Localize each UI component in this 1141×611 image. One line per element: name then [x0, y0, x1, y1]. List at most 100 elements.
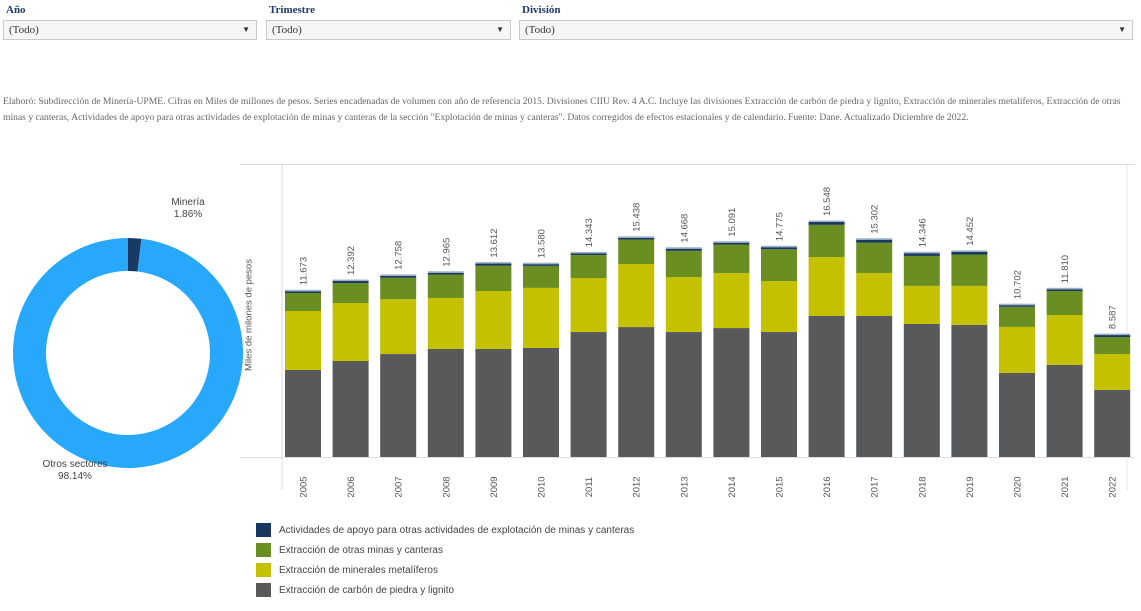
bar-segment-metaliferos-2014[interactable]	[713, 273, 750, 329]
bar-segment-apoyo-2010[interactable]	[523, 264, 559, 266]
x-tick-label-2010: 2010	[537, 476, 548, 497]
bar-segment-apoyo-2005[interactable]	[285, 291, 321, 293]
bar-segment-metaliferos-2020[interactable]	[999, 326, 1035, 373]
legend-item-otras-minas[interactable]: Extracción de otras minas y canteras	[256, 540, 634, 560]
legend-item-carbon[interactable]: Extracción de carbón de piedra y lignito	[256, 580, 634, 600]
bar-segment-otras-minas-2011[interactable]	[570, 255, 607, 279]
filter-year-select[interactable]: (Todo) ▼	[3, 20, 257, 40]
bar-segment-carbon-2015[interactable]	[761, 332, 797, 457]
bar-segment-apoyo-2022[interactable]	[1094, 335, 1131, 338]
bar-segment-carbon-2008[interactable]	[427, 348, 464, 457]
bar-segment-carbon-2011[interactable]	[570, 332, 607, 457]
bar-segment-metaliferos-2008[interactable]	[427, 297, 464, 349]
bar-total-label-2020: 10.702	[1013, 270, 1024, 299]
bar-total-label-2011: 14.343	[584, 218, 595, 247]
bar-segment-otras-minas-2019[interactable]	[951, 254, 988, 286]
bar-segment-otras-minas-2010[interactable]	[523, 265, 559, 288]
bar-segment-otras-minas-2012[interactable]	[618, 239, 655, 265]
bar-segment-carbon-2019[interactable]	[951, 324, 988, 457]
x-tick-label-2012: 2012	[632, 476, 643, 497]
donut-slice-otros[interactable]	[13, 238, 244, 468]
bar-segment-metaliferos-2012[interactable]	[618, 264, 655, 328]
bar-segment-carbon-2020[interactable]	[999, 372, 1035, 457]
bar-segment-carbon-2005[interactable]	[285, 369, 321, 457]
bar-segment-apoyo-2015[interactable]	[761, 247, 797, 250]
chevron-down-icon: ▼	[496, 25, 504, 34]
bar-segment-carbon-2014[interactable]	[713, 328, 750, 457]
bar-segment-otras-minas-2007[interactable]	[380, 277, 417, 300]
bar-segment-apoyo-2012[interactable]	[618, 237, 655, 240]
bar-segment-otras-minas-2006[interactable]	[332, 283, 369, 304]
bar-segment-apoyo-2013[interactable]	[665, 248, 702, 251]
bar-segment-apoyo-2006[interactable]	[332, 281, 369, 284]
bar-total-label-2021: 11.810	[1060, 255, 1071, 283]
filter-division-select[interactable]: (Todo) ▼	[519, 20, 1133, 40]
bar-segment-apoyo-2007[interactable]	[380, 275, 417, 278]
bar-segment-carbon-2021[interactable]	[1046, 364, 1083, 457]
bar-segment-carbon-2016[interactable]	[808, 315, 845, 457]
bar-segment-otras-minas-2013[interactable]	[665, 250, 702, 278]
bar-segment-apoyo-2018[interactable]	[903, 253, 940, 256]
bar-segment-carbon-2010[interactable]	[523, 347, 559, 457]
bar-segment-metaliferos-2016[interactable]	[808, 257, 845, 316]
bar-segment-carbon-2013[interactable]	[665, 332, 702, 457]
bar-segment-metaliferos-2013[interactable]	[665, 277, 702, 333]
x-tick-label-2006: 2006	[346, 476, 357, 497]
bar-segment-carbon-2012[interactable]	[618, 327, 655, 457]
bar-segment-otras-minas-2022[interactable]	[1094, 337, 1131, 355]
bar-segment-metaliferos-2019[interactable]	[951, 285, 988, 325]
legend-label: Extracción de carbón de piedra y lignito	[279, 584, 455, 596]
bar-segment-apoyo-2019[interactable]	[951, 251, 988, 255]
donut-label-mineria: Minería 1.86%	[160, 197, 216, 221]
bar-total-label-2013: 14.668	[679, 214, 690, 243]
bar-segment-otras-minas-2005[interactable]	[285, 292, 321, 312]
legend-item-apoyo[interactable]: Actividades de apoyo para otras activida…	[256, 520, 634, 540]
x-tick-label-2007: 2007	[394, 476, 405, 497]
filter-quarter-select[interactable]: (Todo) ▼	[266, 20, 511, 40]
bar-segment-otras-minas-2014[interactable]	[713, 244, 750, 274]
bar-segment-apoyo-2011[interactable]	[570, 253, 607, 256]
bar-segment-otras-minas-2016[interactable]	[808, 224, 845, 258]
bar-segment-apoyo-2008[interactable]	[427, 272, 464, 275]
donut-slice-mineria[interactable]	[128, 238, 142, 272]
bar-segment-metaliferos-2006[interactable]	[332, 303, 369, 362]
bar-segment-metaliferos-2007[interactable]	[380, 299, 417, 355]
bar-segment-otras-minas-2015[interactable]	[761, 249, 797, 282]
bar-segment-apoyo-2014[interactable]	[713, 242, 750, 245]
bar-segment-carbon-2022[interactable]	[1094, 389, 1131, 457]
bar-segment-metaliferos-2022[interactable]	[1094, 354, 1131, 390]
bar-segment-otras-minas-2018[interactable]	[903, 255, 940, 286]
bar-segment-otras-minas-2017[interactable]	[856, 242, 893, 273]
bar-segment-otras-minas-2020[interactable]	[999, 306, 1035, 327]
x-tick-label-2005: 2005	[299, 476, 310, 497]
donut-label-otros-value: 98.14%	[58, 471, 92, 482]
bar-segment-apoyo-2021[interactable]	[1046, 289, 1083, 292]
bar-segment-metaliferos-2021[interactable]	[1046, 315, 1083, 365]
x-tick-label-2015: 2015	[775, 476, 786, 497]
bar-segment-metaliferos-2011[interactable]	[570, 278, 607, 333]
bar-segment-metaliferos-2017[interactable]	[856, 272, 893, 316]
bar-segment-carbon-2006[interactable]	[332, 361, 369, 457]
bar-segment-apoyo-2016[interactable]	[808, 222, 845, 225]
bar-segment-apoyo-2017[interactable]	[856, 239, 893, 243]
bar-segment-apoyo-2020[interactable]	[999, 305, 1035, 307]
bar-segment-metaliferos-2009[interactable]	[475, 291, 512, 349]
bar-segment-carbon-2009[interactable]	[475, 348, 512, 457]
bar-segment-apoyo-2009[interactable]	[475, 263, 512, 266]
bar-segment-metaliferos-2018[interactable]	[903, 285, 940, 324]
bar-segment-otras-minas-2009[interactable]	[475, 265, 512, 292]
bar-segment-otras-minas-2021[interactable]	[1046, 291, 1083, 315]
filter-quarter: Trimestre (Todo) ▼	[266, 2, 511, 40]
bar-top-edge-2006	[332, 279, 369, 282]
bar-segment-carbon-2018[interactable]	[903, 323, 940, 457]
bar-segment-carbon-2017[interactable]	[856, 315, 893, 457]
bar-segment-metaliferos-2005[interactable]	[285, 311, 321, 370]
bar-segment-carbon-2007[interactable]	[380, 354, 417, 457]
legend-item-metaliferos[interactable]: Extracción de minerales metalíferos	[256, 560, 634, 580]
legend-swatch-otras-minas	[256, 543, 271, 557]
bar-total-label-2006: 12.392	[346, 246, 357, 275]
bar-segment-metaliferos-2010[interactable]	[523, 287, 559, 348]
bar-segment-otras-minas-2008[interactable]	[427, 274, 464, 298]
bar-segment-metaliferos-2015[interactable]	[761, 281, 797, 333]
bar-top-edge-2022	[1094, 333, 1131, 336]
